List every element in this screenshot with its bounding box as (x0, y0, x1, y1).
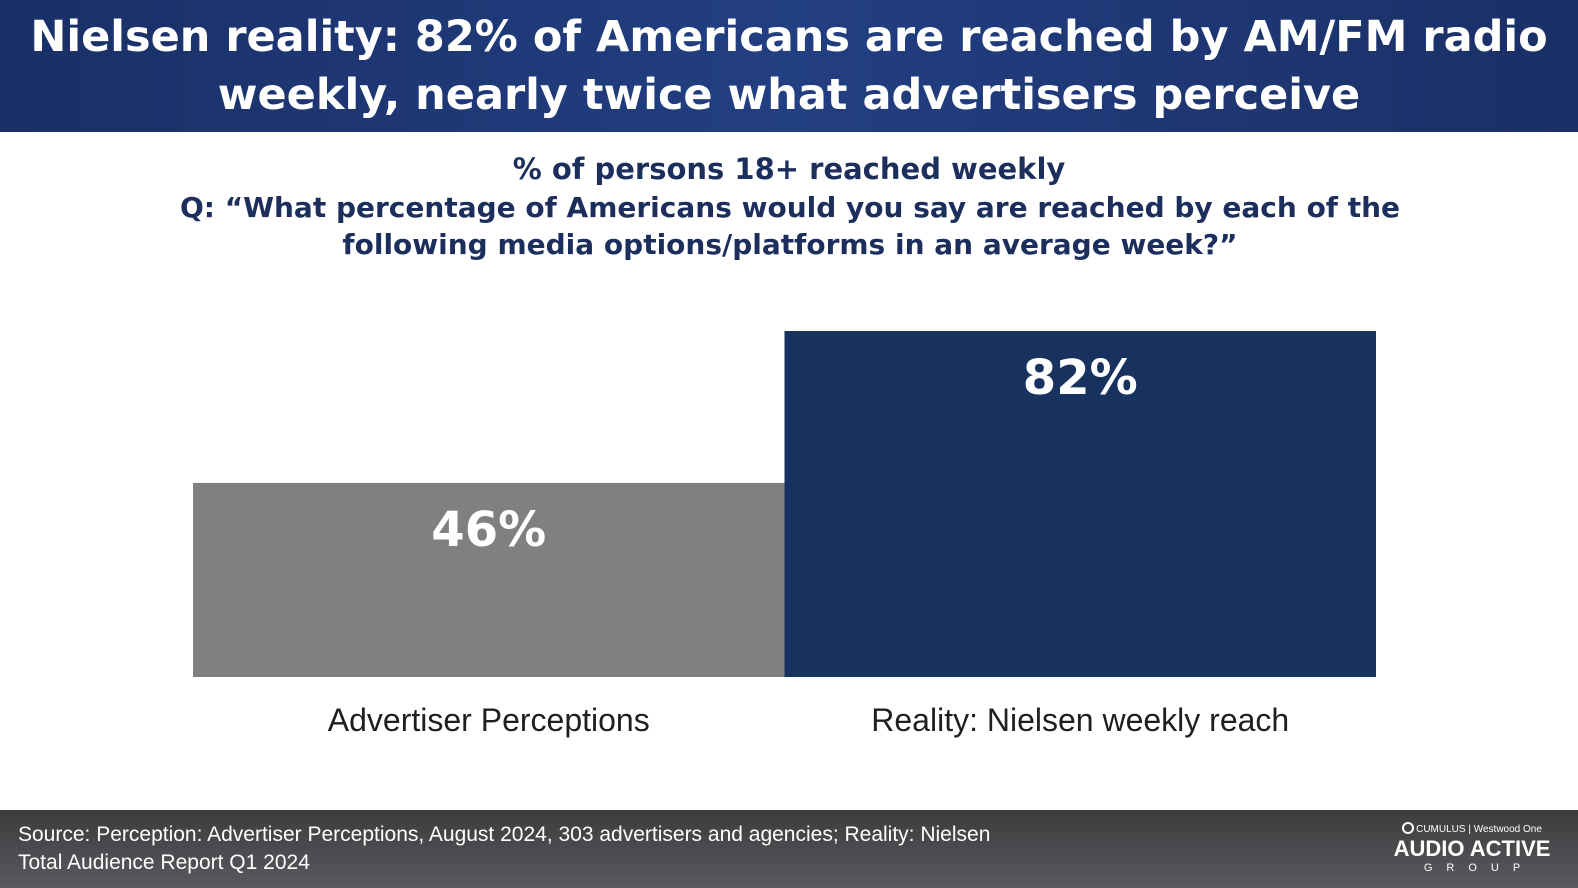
bar-2 (784, 331, 1376, 677)
bar-1 (193, 482, 785, 677)
category-label-2: Reality: Nielsen weekly reach (871, 702, 1289, 738)
chart-title: % of persons 18+ reached weekly (512, 152, 1066, 186)
survey-question-line-1: Q: “What percentage of Americans would y… (179, 191, 1401, 224)
slide-title: Nielsen reality: 82% of Americans are re… (30, 8, 1547, 124)
source-note-line-2: Total Audience Report Q1 2024 (18, 851, 310, 874)
source-note-line-1: Source: Perception: Advertiser Perceptio… (18, 823, 991, 846)
source-note: Source: Perception: Advertiser Perceptio… (18, 821, 1258, 877)
data-label-2: 82% (1023, 350, 1138, 406)
slide-title-line-1: Nielsen reality: 82% of Americans are re… (30, 12, 1548, 62)
title-banner: Nielsen reality: 82% of Americans are re… (0, 0, 1578, 132)
data-label-1: 46% (431, 502, 546, 558)
category-label-1: Advertiser Perceptions (328, 702, 650, 738)
logo-sub-text: GROUP (1423, 862, 1535, 874)
slide-title-line-2: weekly, nearly twice what advertisers pe… (217, 70, 1361, 120)
logo-westwood-text: Westwood One (1473, 824, 1542, 835)
survey-question: Q: “What percentage of Americans would y… (140, 189, 1440, 263)
logo-main-text: AUDIO ACTIVE (1393, 836, 1551, 861)
logo-partner-row: CUMULUS | Westwood One (1392, 822, 1552, 837)
audio-active-group-logo: CUMULUS | Westwood One AUDIO ACTIVE GROU… (1392, 822, 1552, 880)
source-footer: Source: Perception: Advertiser Perceptio… (0, 810, 1578, 888)
logo-cumulus-text: CUMULUS (1416, 824, 1466, 835)
cumulus-icon (1402, 822, 1415, 834)
survey-question-line-2: following media options/platforms in an … (342, 228, 1238, 261)
